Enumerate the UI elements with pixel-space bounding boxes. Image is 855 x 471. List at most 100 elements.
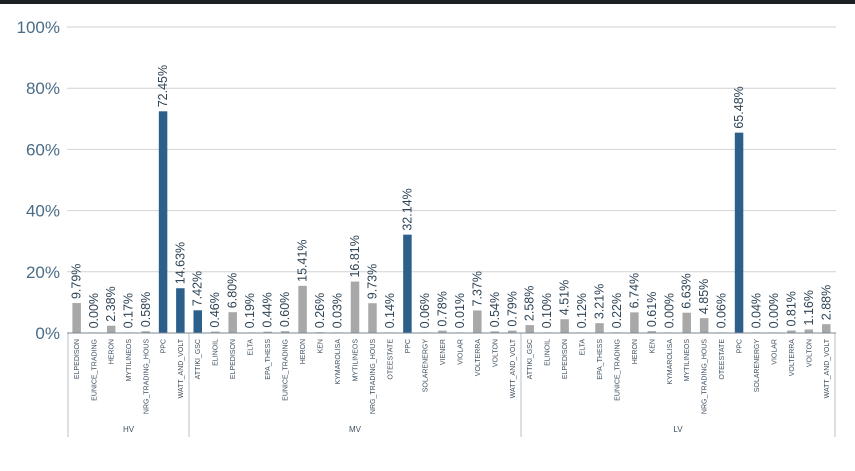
data-label: 0.00% — [87, 293, 101, 328]
x-tick-label: ELTA — [248, 339, 255, 356]
bar — [141, 331, 151, 333]
bar — [403, 234, 412, 333]
x-tick-label: EPA_THESS — [597, 339, 604, 380]
x-tick-label: VOLTON — [806, 339, 813, 367]
data-label: 0.14% — [383, 293, 397, 328]
x-tick-label: WATT_AND_VOLT — [824, 338, 831, 398]
data-label: 0.58% — [139, 292, 153, 327]
data-label: 0.12% — [575, 293, 589, 328]
x-tick-label: NRG_TRADING_HOUS — [702, 339, 709, 414]
data-label: 0.19% — [243, 293, 257, 328]
x-tick-label: PPC — [405, 339, 412, 353]
data-label: 6.80% — [226, 273, 240, 308]
data-label: 72.45% — [156, 65, 170, 107]
x-tick-label: VOLTERRA — [789, 339, 796, 377]
x-tick-label: ELTA — [580, 339, 587, 356]
x-tick-label: PPC — [161, 339, 168, 353]
x-tick-label: WATT_AND_VOLT — [510, 338, 517, 398]
data-label: 0.81% — [784, 291, 798, 326]
bar — [699, 318, 709, 333]
x-tick-label: ELINOIL — [213, 339, 220, 366]
y-tick-label: 0% — [35, 324, 60, 343]
bar — [787, 330, 796, 333]
data-label: 0.44% — [261, 292, 275, 327]
x-tick-label: EUNICE_TRADING — [614, 339, 621, 401]
y-tick-label: 60% — [26, 140, 60, 159]
data-label: 2.58% — [523, 286, 537, 321]
bar — [560, 319, 569, 333]
data-label: 4.51% — [558, 280, 572, 315]
data-label: 4.85% — [697, 279, 711, 314]
data-label: 2.38% — [104, 286, 118, 321]
x-tick-label: NRG_TRADING_HOUS — [370, 339, 377, 414]
bar — [822, 324, 831, 333]
x-tick-label: MYTILINEOS — [353, 339, 360, 382]
bar — [508, 330, 517, 333]
data-label: 7.42% — [191, 271, 205, 306]
x-tick-label: KEN — [318, 339, 325, 353]
bar — [158, 111, 168, 333]
x-tick-label: KEN — [649, 339, 656, 353]
x-tick-label: ELPEDISON — [74, 339, 81, 379]
x-tick-label: SOLARENERGY — [754, 339, 761, 393]
y-tick-label: 80% — [26, 79, 60, 98]
group-label: HV — [123, 425, 135, 434]
data-label: 0.00% — [662, 293, 676, 328]
bar — [490, 331, 500, 333]
data-label: 0.17% — [122, 293, 136, 328]
data-label: 2.88% — [819, 285, 833, 320]
data-label: 16.81% — [348, 235, 362, 277]
x-tick-label: EPA_THESS — [265, 339, 272, 380]
x-tick-label: PPC — [737, 339, 744, 353]
x-tick-label: OTEESTATE — [719, 339, 726, 380]
x-tick-label: WATT_AND_VOLT — [178, 338, 185, 398]
data-label: 0.60% — [278, 292, 292, 327]
x-tick-label: NRG_TRADING_HOUS — [143, 339, 150, 414]
x-tick-label: MYTILINEOS — [126, 339, 133, 382]
x-tick-label: VIENER — [440, 339, 447, 365]
x-tick-label: HERON — [300, 339, 307, 364]
bar — [263, 331, 272, 333]
data-label: 0.01% — [453, 293, 467, 328]
data-label: 14.63% — [173, 242, 187, 284]
data-label: 0.78% — [435, 291, 449, 326]
x-tick-label: VIOLAR — [457, 339, 464, 365]
bar — [647, 331, 657, 333]
data-label: 0.79% — [505, 291, 519, 326]
data-label: 1.16% — [802, 290, 816, 325]
bar — [210, 331, 220, 333]
data-label: 15.41% — [296, 239, 310, 281]
data-label: 6.74% — [627, 273, 641, 308]
bar — [804, 329, 814, 333]
bar — [595, 323, 604, 333]
y-tick-label: 100% — [17, 18, 60, 37]
data-label: 6.63% — [680, 273, 694, 308]
bar — [734, 132, 744, 333]
x-tick-label: EUNICE_TRADING — [283, 339, 290, 401]
bar — [176, 288, 185, 333]
data-label: 0.61% — [645, 292, 659, 327]
data-label: 0.54% — [488, 292, 502, 327]
data-label: 9.73% — [365, 264, 379, 299]
bar — [193, 310, 202, 333]
group-label: MV — [349, 425, 362, 434]
data-label: 0.04% — [750, 293, 764, 328]
x-tick-label: ELPEDISON — [562, 339, 569, 379]
x-tick-label: MYTILINEOS — [684, 339, 691, 382]
y-tick-label: 20% — [26, 263, 60, 282]
data-label: 0.06% — [715, 293, 729, 328]
bar — [473, 310, 482, 333]
x-tick-label: HERON — [632, 339, 639, 364]
group-label: LV — [673, 425, 683, 434]
data-label: 0.10% — [540, 293, 554, 328]
bar — [682, 312, 691, 333]
bar — [106, 325, 116, 333]
data-label: 0.26% — [313, 293, 327, 328]
x-tick-label: ELINOIL — [545, 339, 552, 366]
data-label: 7.37% — [470, 271, 484, 306]
x-tick-label: ELPEDISON — [230, 339, 237, 379]
bar — [298, 285, 307, 333]
x-tick-label: SOLARENERGY — [422, 339, 429, 393]
